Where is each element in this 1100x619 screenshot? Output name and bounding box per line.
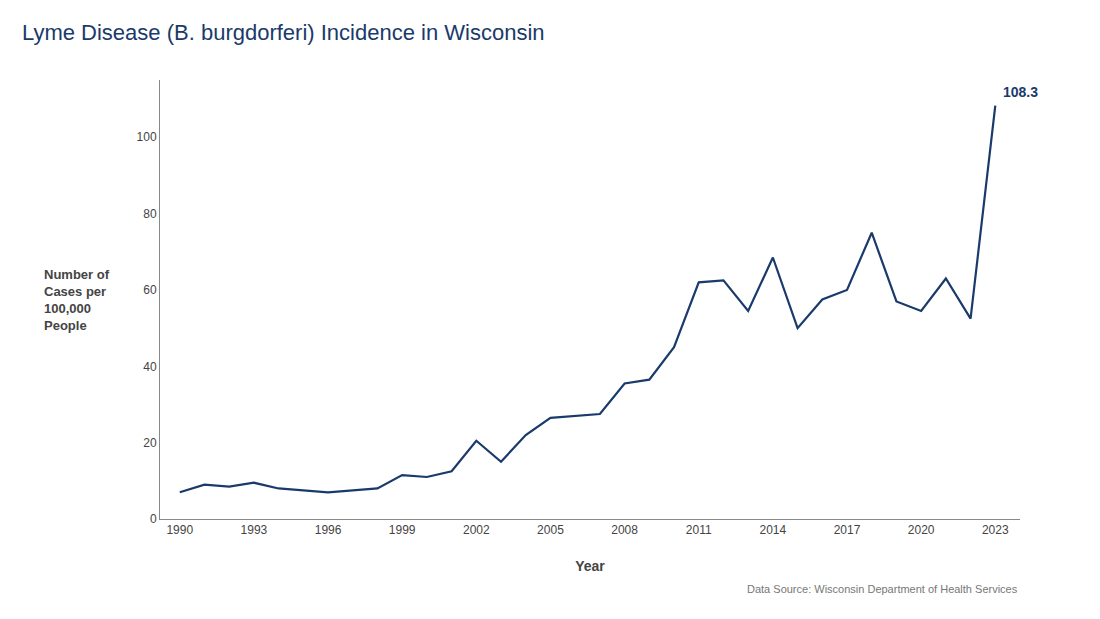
svg-text:Number ofCases per100,000Peopl: Number ofCases per100,000People [44,267,110,333]
svg-text:40: 40 [143,360,157,374]
svg-text:2008: 2008 [611,523,638,537]
svg-text:Lyme Disease (B. burgdorferi): Lyme Disease (B. burgdorferi) Incidence … [22,20,545,45]
svg-text:1996: 1996 [315,523,342,537]
svg-text:2011: 2011 [686,523,712,537]
svg-text:2002: 2002 [463,523,490,537]
svg-text:2014: 2014 [760,523,787,537]
svg-text:1990: 1990 [166,523,193,537]
svg-text:Data Source: Wisconsin Departm: Data Source: Wisconsin Department of Hea… [747,583,1018,595]
svg-text:108.3: 108.3 [1003,84,1038,100]
svg-text:20: 20 [143,436,157,450]
svg-text:0: 0 [150,512,157,526]
svg-text:1993: 1993 [241,523,268,537]
svg-text:1999: 1999 [389,523,416,537]
svg-text:60: 60 [143,283,157,297]
svg-text:80: 80 [143,207,157,221]
svg-text:100: 100 [137,130,157,144]
svg-text:2020: 2020 [908,523,935,537]
svg-text:2005: 2005 [537,523,564,537]
svg-text:2017: 2017 [834,523,861,537]
svg-text:2023: 2023 [982,523,1009,537]
svg-text:Year: Year [575,558,605,574]
